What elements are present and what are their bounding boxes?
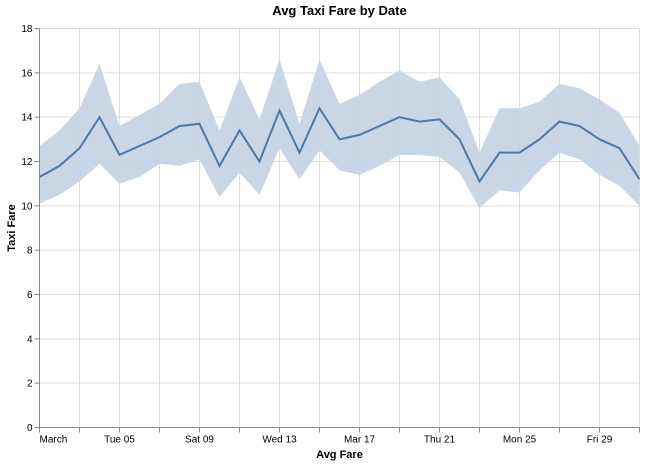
data-point [438, 117, 442, 121]
data-point [458, 137, 462, 141]
data-point [638, 177, 642, 181]
x-tick-label: Fri 29 [587, 435, 613, 446]
data-point [158, 135, 162, 139]
data-point [338, 137, 342, 141]
data-point [118, 153, 122, 157]
y-tick-label: 4 [27, 334, 33, 345]
axes: 0 2 4 6 8 10 12 14 16 18 March Tue 05 Sat 09 Wed 13 Ma… [21, 24, 640, 446]
chart-title: Avg Taxi Fare by Date [272, 3, 406, 18]
x-tick-label: Wed 13 [262, 435, 297, 446]
x-tick-label: Tue 05 [104, 435, 135, 446]
y-tick-label: 16 [21, 68, 33, 79]
data-point [618, 146, 622, 150]
data-point [398, 115, 402, 119]
data-point [518, 151, 522, 155]
data-point [418, 120, 422, 124]
y-tick-label: 6 [27, 290, 33, 301]
data-point [98, 115, 102, 119]
data-point [238, 128, 242, 132]
data-point [58, 164, 62, 168]
x-tick-label: Thu 21 [424, 435, 456, 446]
data-point [198, 122, 202, 126]
y-tick-label: 8 [27, 246, 33, 257]
y-tick-label: 0 [27, 423, 33, 434]
data-point [478, 179, 482, 183]
data-point [358, 133, 362, 137]
data-point [278, 109, 282, 113]
x-tick-label: March [40, 435, 68, 446]
y-axis-title: Taxi Fare [6, 204, 18, 252]
x-tick-label: Mar 17 [344, 435, 376, 446]
gridlines [39, 28, 640, 428]
y-tick-label: 10 [21, 201, 33, 212]
data-point [78, 146, 82, 150]
y-tick-label: 14 [21, 113, 33, 124]
mean-fare-line [39, 106, 641, 184]
data-point [578, 124, 582, 128]
x-tick-label: Sat 09 [185, 435, 214, 446]
data-point [558, 120, 562, 124]
data-point [138, 144, 142, 148]
data-point [538, 137, 542, 141]
data-point [258, 160, 262, 164]
y-tick-label: 18 [21, 24, 33, 35]
data-point [598, 137, 602, 141]
data-point [378, 124, 382, 128]
data-point [298, 151, 302, 155]
confidence-band [39, 59, 640, 209]
x-axis-title: Avg Fare [316, 449, 363, 461]
data-point [218, 164, 222, 168]
data-point [498, 151, 502, 155]
data-point [318, 106, 322, 110]
x-tick-label: Mon 25 [503, 435, 537, 446]
y-tick-label: 2 [27, 379, 33, 390]
data-point [178, 124, 182, 128]
y-tick-label: 12 [21, 157, 33, 168]
